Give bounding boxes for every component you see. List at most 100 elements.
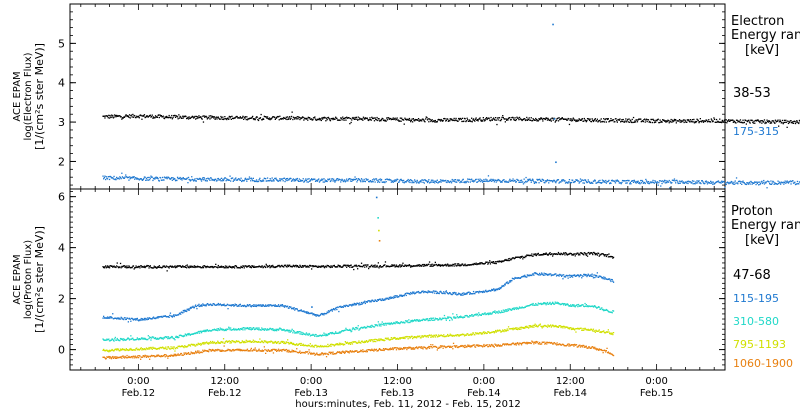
data-point bbox=[186, 308, 188, 310]
data-point bbox=[123, 265, 126, 267]
data-point bbox=[531, 274, 533, 277]
data-point bbox=[577, 254, 580, 256]
data-point bbox=[234, 303, 236, 305]
data-point bbox=[103, 315, 105, 317]
data-point bbox=[515, 181, 517, 183]
data-point bbox=[283, 266, 285, 268]
data-point bbox=[239, 267, 241, 269]
data-point bbox=[527, 118, 529, 120]
data-point bbox=[156, 176, 159, 179]
data-point bbox=[575, 275, 577, 277]
data-point bbox=[741, 183, 743, 185]
data-point bbox=[392, 181, 394, 183]
data-point bbox=[262, 304, 264, 306]
data-point bbox=[387, 265, 389, 267]
data-point bbox=[607, 278, 609, 281]
data-point bbox=[639, 118, 641, 120]
data-point bbox=[223, 178, 225, 180]
data-point bbox=[202, 265, 204, 268]
data-point bbox=[455, 292, 457, 294]
data-point bbox=[346, 117, 348, 119]
data-point bbox=[228, 266, 230, 268]
data-point bbox=[343, 180, 345, 182]
data-point bbox=[209, 266, 211, 269]
data-point bbox=[465, 293, 467, 295]
data-point bbox=[398, 295, 400, 298]
data-point bbox=[211, 265, 214, 268]
data-point bbox=[353, 328, 355, 330]
data-point bbox=[702, 181, 704, 183]
data-point bbox=[495, 289, 497, 292]
data-point bbox=[475, 262, 477, 264]
data-point bbox=[447, 180, 449, 182]
data-point bbox=[446, 264, 448, 266]
data-point bbox=[271, 329, 273, 331]
data-point bbox=[392, 265, 394, 267]
data-point bbox=[462, 317, 464, 319]
data-point bbox=[137, 266, 139, 269]
data-point bbox=[410, 291, 412, 294]
data-point bbox=[520, 277, 522, 279]
data-point bbox=[586, 255, 589, 257]
data-point bbox=[566, 275, 569, 277]
data-point bbox=[130, 338, 133, 340]
data-point bbox=[513, 278, 515, 280]
data-point bbox=[447, 292, 449, 294]
data-point bbox=[461, 120, 463, 123]
data-point bbox=[385, 181, 387, 183]
data-point bbox=[266, 304, 269, 307]
data-point bbox=[214, 118, 216, 120]
data-point bbox=[514, 257, 516, 259]
data-point bbox=[189, 306, 192, 309]
data-point bbox=[428, 179, 430, 181]
data-point bbox=[369, 117, 371, 119]
data-point bbox=[388, 322, 390, 324]
data-point bbox=[479, 178, 481, 180]
data-point bbox=[368, 118, 370, 121]
data-point bbox=[259, 177, 261, 179]
data-point bbox=[331, 178, 333, 180]
data-point bbox=[456, 263, 458, 265]
data-point bbox=[140, 317, 142, 320]
data-point bbox=[388, 323, 390, 325]
data-point bbox=[783, 121, 785, 124]
data-point bbox=[417, 181, 419, 183]
data-point bbox=[373, 179, 376, 181]
data-point bbox=[186, 177, 188, 179]
data-point bbox=[541, 117, 543, 119]
data-point bbox=[708, 119, 710, 121]
data-point bbox=[233, 179, 235, 181]
data-point bbox=[369, 300, 372, 302]
data-point bbox=[191, 266, 193, 268]
data-point bbox=[213, 303, 215, 305]
data-point bbox=[785, 181, 788, 183]
data-point bbox=[289, 331, 291, 333]
data-point bbox=[677, 182, 679, 185]
data-point bbox=[108, 176, 110, 178]
data-point bbox=[277, 116, 280, 118]
data-point bbox=[507, 117, 510, 120]
data-point bbox=[724, 183, 727, 185]
data-point bbox=[384, 181, 386, 184]
data-point bbox=[546, 119, 549, 121]
data-point bbox=[191, 176, 193, 178]
data-point bbox=[287, 177, 289, 180]
data-point bbox=[734, 180, 736, 182]
data-point bbox=[314, 335, 316, 337]
data-point bbox=[441, 119, 443, 121]
data-point bbox=[188, 178, 190, 181]
data-point bbox=[567, 117, 569, 120]
data-point bbox=[490, 290, 492, 292]
data-point bbox=[357, 303, 359, 305]
data-point bbox=[372, 326, 374, 328]
data-point bbox=[704, 182, 706, 185]
data-point bbox=[472, 290, 475, 293]
data-point bbox=[104, 339, 106, 341]
data-point bbox=[255, 180, 257, 183]
data-point bbox=[492, 178, 494, 181]
data-point bbox=[309, 180, 311, 182]
data-point bbox=[430, 119, 433, 122]
data-point bbox=[352, 327, 354, 329]
data-point bbox=[104, 317, 106, 319]
data-point bbox=[146, 264, 148, 267]
